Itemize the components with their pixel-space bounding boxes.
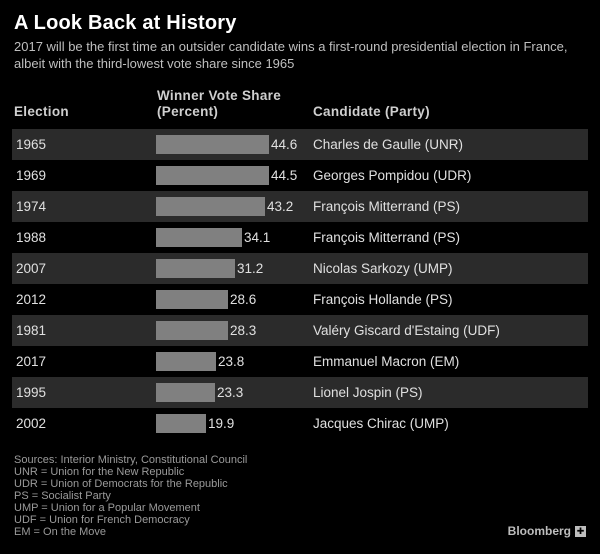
candidate-party: François Mitterrand (PS) bbox=[313, 230, 461, 245]
election-year: 2002 bbox=[16, 416, 47, 431]
vote-share-bar bbox=[156, 135, 269, 154]
election-year: 2012 bbox=[16, 292, 47, 307]
vote-share-label: 28.3 bbox=[230, 323, 257, 338]
table-row: 1965 44.6 Charles de Gaulle (UNR) bbox=[12, 129, 588, 160]
vote-share-bar bbox=[156, 414, 206, 433]
vote-share-label: 44.5 bbox=[271, 168, 298, 183]
chart-subtitle: 2017 will be the first time an outsider … bbox=[14, 39, 568, 71]
vote-share-bar bbox=[156, 290, 228, 309]
note-line: UNR = Union for the New Republic bbox=[14, 466, 185, 478]
column-header-candidate: Candidate (Party) bbox=[313, 104, 430, 119]
chart-title: A Look Back at History bbox=[14, 12, 237, 34]
table-row: 1974 43.2 François Mitterrand (PS) bbox=[12, 191, 588, 222]
vote-share-label: 44.6 bbox=[271, 137, 298, 152]
note-line: UMP = Union for a Popular Movement bbox=[14, 502, 200, 514]
candidate-party: Charles de Gaulle (UNR) bbox=[313, 137, 464, 152]
candidate-party: Jacques Chirac (UMP) bbox=[313, 416, 449, 431]
candidate-party: Valéry Giscard d'Estaing (UDF) bbox=[313, 323, 500, 338]
election-year: 1995 bbox=[16, 385, 47, 400]
vote-share-label: 34.1 bbox=[244, 230, 271, 245]
column-header-vote-share: Winner Vote Share (Percent) bbox=[157, 88, 282, 119]
table-row: 1969 44.5 Georges Pompidou (UDR) bbox=[12, 160, 588, 191]
table-row: 1981 28.3 Valéry Giscard d'Estaing (UDF) bbox=[12, 315, 588, 346]
source-notes: Sources: Interior Ministry, Constitution… bbox=[14, 454, 247, 538]
table-row: 1988 34.1 François Mitterrand (PS) bbox=[12, 222, 588, 253]
election-year: 1969 bbox=[16, 168, 47, 183]
note-line: UDF = Union for French Democracy bbox=[14, 514, 190, 526]
table-row: 2007 31.2 Nicolas Sarkozy (UMP) bbox=[12, 253, 588, 284]
vote-share-label: 43.2 bbox=[267, 199, 294, 214]
election-year: 2017 bbox=[16, 354, 47, 369]
vote-share-label: 28.6 bbox=[230, 292, 257, 307]
vote-share-label: 23.8 bbox=[218, 354, 245, 369]
vote-share-label: 19.9 bbox=[208, 416, 235, 431]
note-line: EM = On the Move bbox=[14, 526, 107, 538]
candidate-party: François Mitterrand (PS) bbox=[313, 199, 461, 214]
vote-share-bar bbox=[156, 321, 228, 340]
candidate-party: François Hollande (PS) bbox=[313, 292, 453, 307]
election-year: 1981 bbox=[16, 323, 47, 338]
candidate-party: Georges Pompidou (UDR) bbox=[313, 168, 472, 183]
vote-share-label: 23.3 bbox=[217, 385, 244, 400]
vote-share-bar bbox=[156, 259, 235, 278]
column-header-election: Election bbox=[14, 104, 69, 119]
vote-share-bar bbox=[156, 383, 215, 402]
table-row: 2012 28.6 François Hollande (PS) bbox=[12, 284, 588, 315]
election-year: 2007 bbox=[16, 261, 47, 276]
note-line: PS = Socialist Party bbox=[14, 490, 111, 502]
candidate-party: Nicolas Sarkozy (UMP) bbox=[313, 261, 453, 276]
candidate-party: Emmanuel Macron (EM) bbox=[313, 354, 460, 369]
candidate-party: Lionel Jospin (PS) bbox=[313, 385, 423, 400]
election-year: 1988 bbox=[16, 230, 47, 245]
note-line: Sources: Interior Ministry, Constitution… bbox=[14, 454, 248, 466]
table-body: 1965 44.6 Charles de Gaulle (UNR) 1969 44.5 G… bbox=[12, 129, 588, 439]
brand-name: Bloomberg bbox=[507, 524, 571, 538]
vote-share-bar bbox=[156, 166, 269, 185]
brand-logo: Bloomberg ✚ bbox=[508, 524, 586, 538]
table-row: 2017 23.8 Emmanuel Macron (EM) bbox=[12, 346, 588, 377]
election-year: 1965 bbox=[16, 137, 47, 152]
vote-share-bar bbox=[156, 197, 265, 216]
note-line: UDR = Union of Democrats for the Republi… bbox=[14, 478, 228, 490]
table-row: 2002 19.9 Jacques Chirac (UMP) bbox=[12, 408, 588, 439]
election-year: 1974 bbox=[16, 199, 47, 214]
bloomberg-mark-icon: ✚ bbox=[575, 525, 586, 537]
vote-share-label: 31.2 bbox=[237, 261, 264, 276]
vote-share-bar bbox=[156, 352, 216, 371]
vote-share-bar bbox=[156, 228, 242, 247]
table-row: 1995 23.3 Lionel Jospin (PS) bbox=[12, 377, 588, 408]
